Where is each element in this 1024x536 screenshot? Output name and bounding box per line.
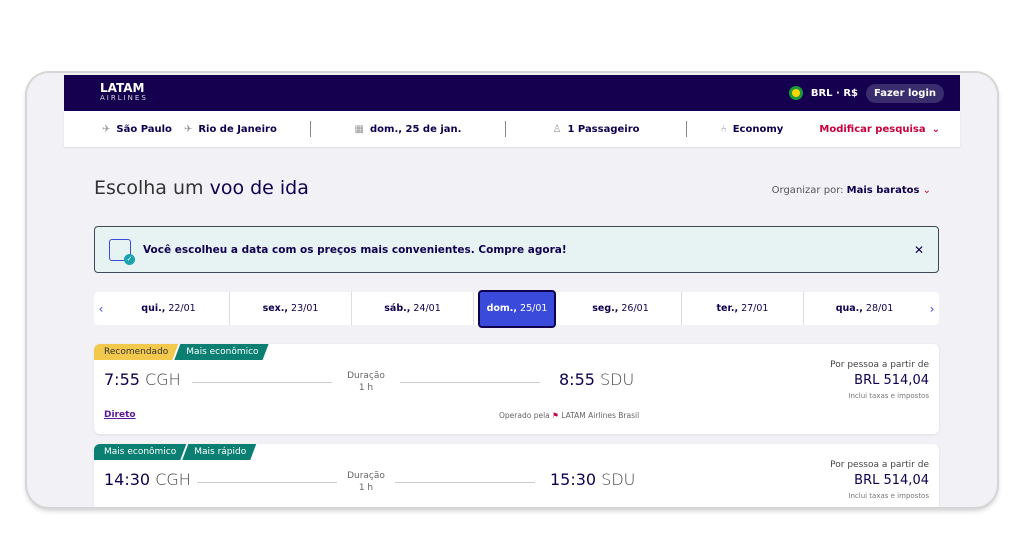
chevron-right-icon[interactable]: ›	[929, 301, 935, 316]
origin: São Paulo	[116, 123, 172, 135]
tag-recommended: Recomendado	[94, 344, 178, 360]
date-option-selected[interactable]: dom., 25/01	[478, 289, 556, 328]
takeoff-icon: ✈	[102, 123, 111, 135]
arrival-time: 8:55 SDU	[559, 370, 635, 389]
price: Por pessoa a partir de BRL 514,04 Inclui t…	[830, 360, 929, 400]
operated-by: Operado pela ⚑ LATAM Airlines Brasil	[499, 411, 640, 420]
chevron-left-icon[interactable]: ‹	[98, 301, 104, 316]
arrival-time: 15:30 SDU	[550, 470, 636, 489]
tag-cheapest: Mais econômico	[174, 344, 268, 360]
landing-icon: ✈	[183, 123, 193, 135]
date-option[interactable]: sex., 23/01	[230, 292, 352, 325]
top-header: LATAM AIRLINES BRL · R$ Fazer login	[64, 75, 960, 111]
latam-logo[interactable]: LATAM AIRLINES	[100, 81, 148, 102]
latam-logo-icon: ⚑	[552, 411, 559, 420]
banner-text: Você escolheu a data com os preços mais …	[143, 243, 567, 256]
date-option[interactable]: seg., 26/01	[560, 292, 682, 325]
date-option[interactable]: qui., 22/01	[108, 292, 230, 325]
flight-card[interactable]: Mais econômico Mais rápido 14:30 CGH Dura…	[94, 444, 939, 507]
calendar-check-icon	[109, 238, 135, 265]
passengers: 1 Passageiro	[567, 123, 640, 135]
duration: Duração 1 h	[347, 471, 385, 493]
date-option[interactable]: ter., 27/01	[682, 292, 804, 325]
destination: Rio de Janeiro	[198, 123, 277, 135]
currency-selector[interactable]: BRL · R$	[810, 87, 858, 99]
duration: Duração 1 h	[347, 371, 385, 393]
search-summary-bar: ✈ São Paulo ✈ Rio de Janeiro ▦ dom., 25 de j…	[64, 111, 960, 147]
date: dom., 25 de jan.	[370, 123, 462, 135]
page-title: Escolha um voo de ida	[94, 177, 309, 199]
browser-frame: LATAM AIRLINES BRL · R$ Fazer login ✈ São …	[27, 73, 997, 507]
cabin: Economy	[732, 123, 784, 135]
date-option[interactable]: qua., 28/01	[835, 303, 894, 314]
price: Por pessoa a partir de BRL 514,04 Inclui t…	[830, 460, 929, 500]
chevron-down-icon: ⌄	[922, 185, 931, 196]
seat-icon: ⑃	[720, 123, 727, 135]
person-icon: ♙	[552, 123, 562, 135]
departure-time: 14:30 CGH	[104, 470, 191, 489]
modify-search-button[interactable]: Modificar pesquisa ⌄	[819, 123, 940, 135]
departure-time: 7:55 CGH	[104, 370, 181, 389]
sort-dropdown[interactable]: Organizar por: Mais baratos ⌄	[771, 185, 931, 196]
date-option[interactable]: sáb., 24/01	[352, 292, 474, 325]
info-banner: Você escolheu a data com os preços mais …	[94, 226, 939, 273]
date-carousel: ‹ qui., 22/01 sex., 23/01 sáb., 24/01 do…	[94, 289, 939, 328]
brazil-flag-icon	[788, 86, 803, 100]
flight-card[interactable]: Recomendado Mais econômico 7:55 CGH Duraç…	[94, 344, 939, 434]
tag-cheapest: Mais econômico	[94, 444, 186, 460]
calendar-icon: ▦	[354, 123, 364, 135]
chevron-down-icon: ⌄	[931, 123, 940, 135]
tag-fastest: Mais rápido	[182, 444, 256, 460]
login-button[interactable]: Fazer login	[865, 83, 944, 103]
close-icon[interactable]: ✕	[913, 242, 924, 257]
stops-link[interactable]: Direto	[104, 410, 136, 420]
